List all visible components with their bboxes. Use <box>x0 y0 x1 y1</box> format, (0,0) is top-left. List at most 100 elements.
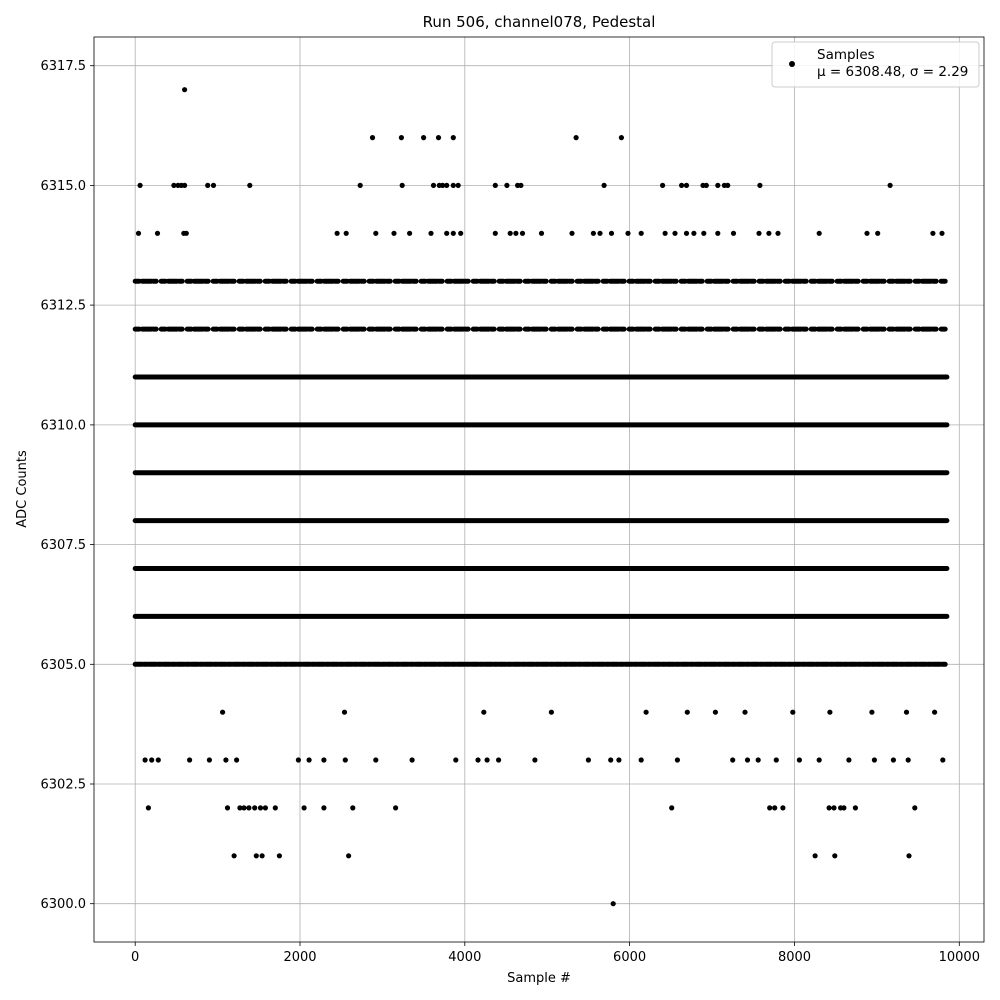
x-axis-label: Sample # <box>507 971 571 986</box>
data-point <box>608 230 615 236</box>
data-point <box>610 901 616 907</box>
data-point <box>585 757 592 763</box>
data-point <box>573 135 579 141</box>
data-point <box>725 182 731 188</box>
data-point <box>757 182 763 188</box>
data-point <box>871 757 878 763</box>
data-point <box>205 182 211 188</box>
data-point <box>744 757 751 763</box>
data-point <box>701 230 707 236</box>
data-point <box>662 230 668 236</box>
data-point <box>616 757 622 763</box>
x-tick-label: 2000 <box>283 950 316 965</box>
data-point <box>262 805 268 811</box>
data-points <box>135 87 946 907</box>
data-point <box>210 182 217 188</box>
x-tick-label: 6000 <box>613 950 646 965</box>
data-point <box>538 230 545 236</box>
data-point <box>712 709 719 715</box>
data-point <box>306 757 312 763</box>
data-point <box>321 805 327 811</box>
data-point <box>241 805 247 811</box>
y-tick-label: 6315.0 <box>41 179 87 194</box>
data-point <box>816 230 822 236</box>
data-point <box>715 182 721 188</box>
data-point <box>421 135 427 141</box>
data-point <box>683 230 690 236</box>
data-point <box>135 230 142 236</box>
data-point <box>905 757 911 763</box>
x-tick-label: 0 <box>131 950 139 965</box>
plot-frame <box>93 36 985 943</box>
data-point <box>932 709 938 715</box>
data-point <box>187 757 193 763</box>
data-point <box>827 709 833 715</box>
data-point <box>272 805 278 811</box>
data-point <box>496 757 502 763</box>
data-point <box>341 709 348 715</box>
data-point <box>137 182 143 188</box>
data-point <box>393 805 399 811</box>
y-tick-label: 6302.5 <box>41 778 87 793</box>
data-point <box>373 757 379 763</box>
data-point <box>369 135 376 141</box>
data-point <box>772 805 778 811</box>
data-point <box>455 182 461 188</box>
data-point <box>444 230 450 236</box>
data-point <box>142 757 148 763</box>
data-point <box>183 230 189 236</box>
data-point <box>518 182 524 188</box>
data-point <box>674 757 681 763</box>
data-point <box>450 135 456 141</box>
data-point <box>846 757 852 763</box>
data-point <box>767 805 773 811</box>
dense-sample-bands <box>132 278 950 667</box>
data-point <box>342 757 348 763</box>
data-point <box>149 757 155 763</box>
data-point <box>492 230 498 236</box>
data-point <box>435 135 442 141</box>
data-point <box>234 757 240 763</box>
data-point <box>182 87 188 93</box>
data-point <box>334 230 340 236</box>
data-point <box>766 230 772 236</box>
data-point <box>182 182 188 188</box>
data-point <box>638 757 644 763</box>
data-point <box>775 230 781 236</box>
data-point <box>444 182 450 188</box>
data-point <box>912 805 918 811</box>
data-point <box>145 805 151 811</box>
data-point <box>831 805 837 811</box>
data-point <box>864 230 870 236</box>
data-point <box>715 230 721 236</box>
data-point <box>755 757 761 763</box>
data-point <box>247 182 253 188</box>
data-point <box>939 230 945 236</box>
data-point <box>519 230 526 236</box>
data-point <box>643 709 649 715</box>
data-point <box>875 230 881 236</box>
y-tick-label: 6307.5 <box>41 538 87 553</box>
data-point <box>669 805 675 811</box>
data-point <box>428 230 434 236</box>
data-point <box>780 805 786 811</box>
data-point <box>343 230 349 236</box>
data-point <box>276 853 282 859</box>
data-point <box>237 805 243 811</box>
y-tick-label: 6310.0 <box>41 418 87 433</box>
data-point <box>154 230 161 236</box>
data-point <box>832 853 838 859</box>
data-point <box>295 757 301 763</box>
data-point <box>796 757 803 763</box>
data-point <box>887 182 893 188</box>
data-point <box>231 853 237 859</box>
data-point <box>608 757 614 763</box>
data-point <box>507 230 513 236</box>
data-point <box>259 853 265 859</box>
data-point <box>350 805 356 811</box>
data-point <box>638 230 644 236</box>
data-point <box>703 182 709 188</box>
data-point <box>812 853 818 859</box>
data-point <box>430 182 437 188</box>
data-point <box>672 230 678 236</box>
